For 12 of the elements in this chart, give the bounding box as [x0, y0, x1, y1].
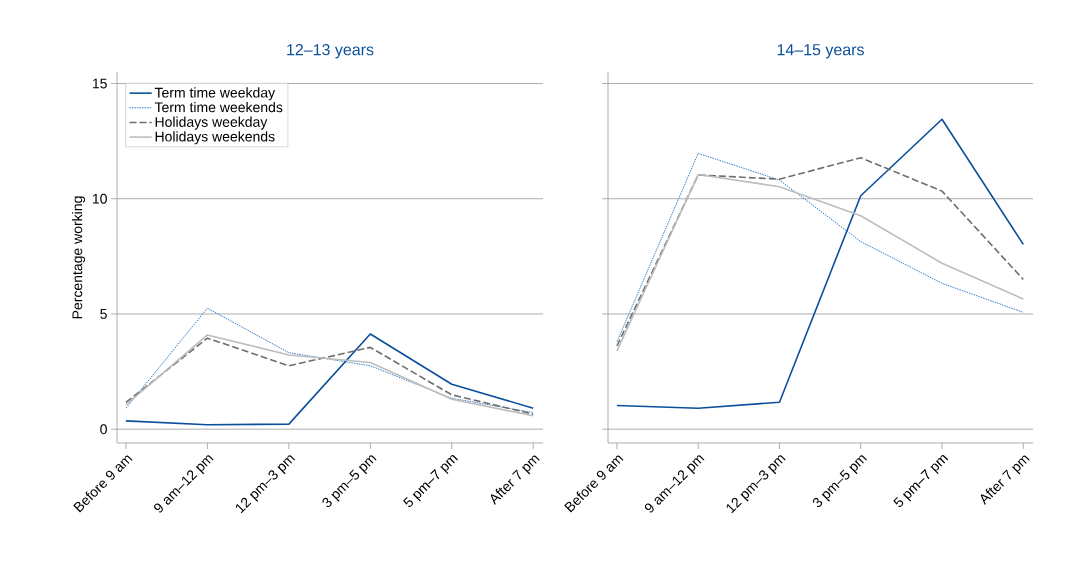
y-tick-label: 0 [100, 424, 107, 435]
legend-label: Holidays weekday [155, 116, 268, 130]
chart-title: 14–15 years [777, 44, 864, 59]
legend-label: Holidays weekends [155, 131, 275, 145]
y-tick-label: 15 [92, 78, 107, 89]
y-axis-title: Percentage working [71, 196, 86, 319]
legend-label: Term time weekday [154, 87, 276, 101]
y-tick-label: 10 [92, 193, 107, 204]
chart-title: 12–13 years [287, 43, 374, 59]
line-series [125, 307, 534, 414]
y-tick-label: 5 [100, 309, 107, 319]
legend-label: Term time weekends [154, 101, 283, 113]
